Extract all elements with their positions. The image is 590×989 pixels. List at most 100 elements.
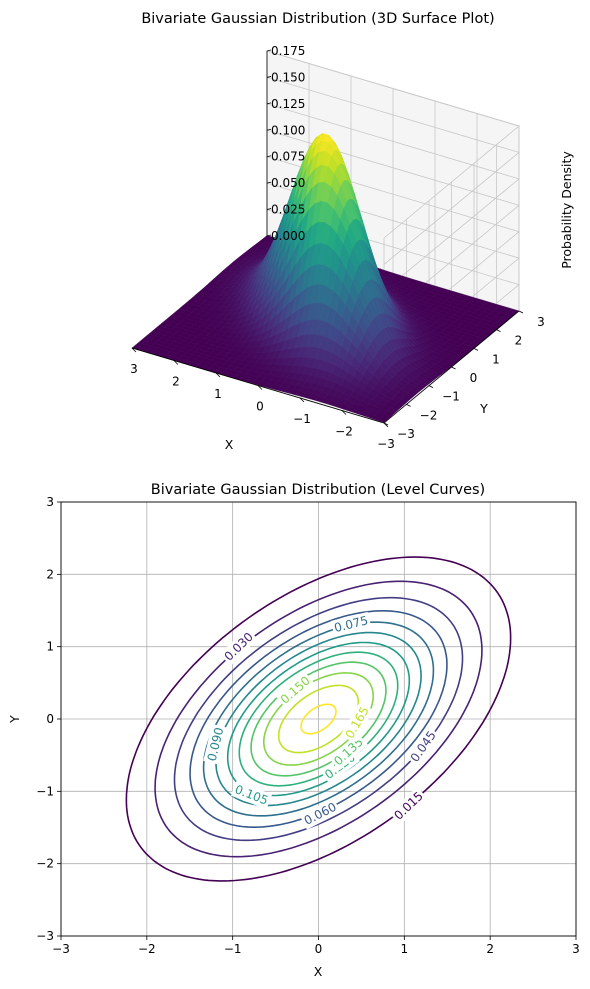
x-tick-label: 2 [172, 375, 180, 389]
level-curve [173, 596, 464, 842]
z-tick [266, 234, 272, 237]
x-tick-label: 3 [572, 942, 580, 956]
contour-y-axis-label: Y [7, 715, 22, 724]
level-label: 0.165 [340, 702, 374, 744]
surface-y-axis-label: Y [479, 401, 488, 416]
level-label: 0.090 [203, 723, 228, 765]
wall-gridline-z [266, 77, 520, 265]
surface-z-axis-label: Probability Density [559, 151, 574, 269]
wall-gridline-z [266, 103, 520, 292]
contour-lines [125, 556, 512, 882]
y-tick [473, 347, 479, 351]
z-tick-label: 0.075 [271, 150, 305, 164]
y-tick-label: −2 [420, 408, 438, 422]
y-tick-label: 3 [46, 495, 54, 509]
x-tick-label: −3 [52, 942, 70, 956]
z-tick-label: 0.050 [271, 176, 305, 190]
y-tick-label: −3 [397, 427, 415, 441]
level-label: 0.045 [405, 726, 441, 767]
z-tick [266, 208, 272, 210]
y-tick-label: −1 [36, 784, 54, 798]
z-tick [266, 102, 272, 105]
z-tick-label: 0.175 [271, 44, 305, 58]
y-tick-label: 2 [515, 334, 523, 348]
y-tick-label: −3 [36, 929, 54, 943]
level-label-background [275, 671, 315, 709]
contour-x-axis-label: X [314, 964, 323, 979]
level-label-text: 0.015 [391, 789, 426, 823]
y-tick-label: −1 [442, 390, 460, 404]
contour-gridlines [60, 501, 577, 937]
z-tick [266, 76, 272, 78]
level-curve [189, 609, 448, 829]
x-tick [299, 397, 305, 403]
z-tick-label: 0.150 [271, 70, 305, 84]
surface-mesh [131, 133, 520, 423]
x-tick-label: −2 [138, 942, 156, 956]
level-label-background [329, 732, 368, 771]
x-tick-label: −1 [224, 942, 242, 956]
z-tick-label: 0.025 [271, 203, 305, 217]
contour-plot: Bivariate Gaussian Distribution (Level C… [7, 482, 580, 979]
y-tick [451, 366, 456, 370]
surface-x-axis-label: X [225, 437, 234, 452]
y-tick [406, 403, 411, 407]
z-tick [266, 49, 272, 52]
x-tick-label: 2 [486, 942, 494, 956]
x-tick-label: −3 [377, 437, 395, 451]
level-label-text: 0.150 [278, 674, 313, 707]
z-tick [266, 155, 272, 158]
y-tick [496, 329, 501, 333]
level-label-background [340, 702, 374, 744]
contour-ticks: −3 −2 −1 0 1 2 3 −3 −2 −1 0 1 2 3 [36, 495, 580, 956]
x-tick-label: 3 [130, 362, 138, 376]
contour-title: Bivariate Gaussian Distribution (Level C… [151, 482, 485, 498]
level-curve [154, 580, 483, 858]
level-curve [238, 651, 399, 787]
x-tick [341, 410, 347, 415]
surface-plot: Bivariate Gaussian Distribution (3D Surf… [130, 11, 574, 452]
z-tick-label: 0.100 [271, 123, 305, 137]
level-curve [202, 621, 435, 817]
level-label-background [389, 786, 428, 825]
x-tick [131, 347, 137, 353]
y-tick [428, 385, 434, 389]
x-tick-label: −2 [335, 425, 353, 439]
level-label: 0.150 [275, 671, 315, 709]
level-label-background [203, 723, 228, 765]
level-label-background [330, 611, 372, 637]
z-tick [266, 181, 272, 184]
level-label-background [230, 780, 273, 810]
x-tick [173, 360, 179, 365]
x-tick-label: 0 [256, 400, 264, 414]
x-tick-label: −1 [293, 412, 311, 426]
y-tick-label: 0 [46, 712, 54, 726]
level-curve [300, 703, 337, 735]
z-tick [266, 128, 272, 131]
surface-axes: −3−2−10123−3−2−101230.0000.0250.0500.075… [130, 44, 545, 451]
y-tick-label: 0 [470, 371, 478, 385]
x-tick [257, 385, 263, 390]
level-curve [215, 631, 422, 807]
level-label-text: 0.165 [342, 704, 371, 741]
x-tick [215, 372, 221, 378]
wall-gridline-z [266, 129, 520, 318]
level-label-background [405, 726, 441, 767]
level-label-background [299, 798, 341, 830]
x-tick-label: 1 [401, 942, 409, 956]
y-tick-label: 3 [537, 315, 545, 329]
y-tick [383, 422, 389, 426]
x-tick-label: 1 [214, 387, 222, 401]
z-tick-label: 0.000 [271, 229, 305, 243]
level-label-background [219, 627, 258, 666]
z-tick-label: 0.125 [271, 97, 305, 111]
y-tick [518, 310, 524, 314]
x-tick-label: 0 [315, 942, 323, 956]
y-tick-label: 2 [46, 567, 54, 581]
y-tick-label: 1 [492, 352, 500, 366]
level-curve [125, 556, 512, 882]
wall-gridline-z [266, 50, 520, 239]
level-label: 0.075 [330, 611, 372, 637]
surface-title: Bivariate Gaussian Distribution (3D Surf… [141, 11, 494, 27]
